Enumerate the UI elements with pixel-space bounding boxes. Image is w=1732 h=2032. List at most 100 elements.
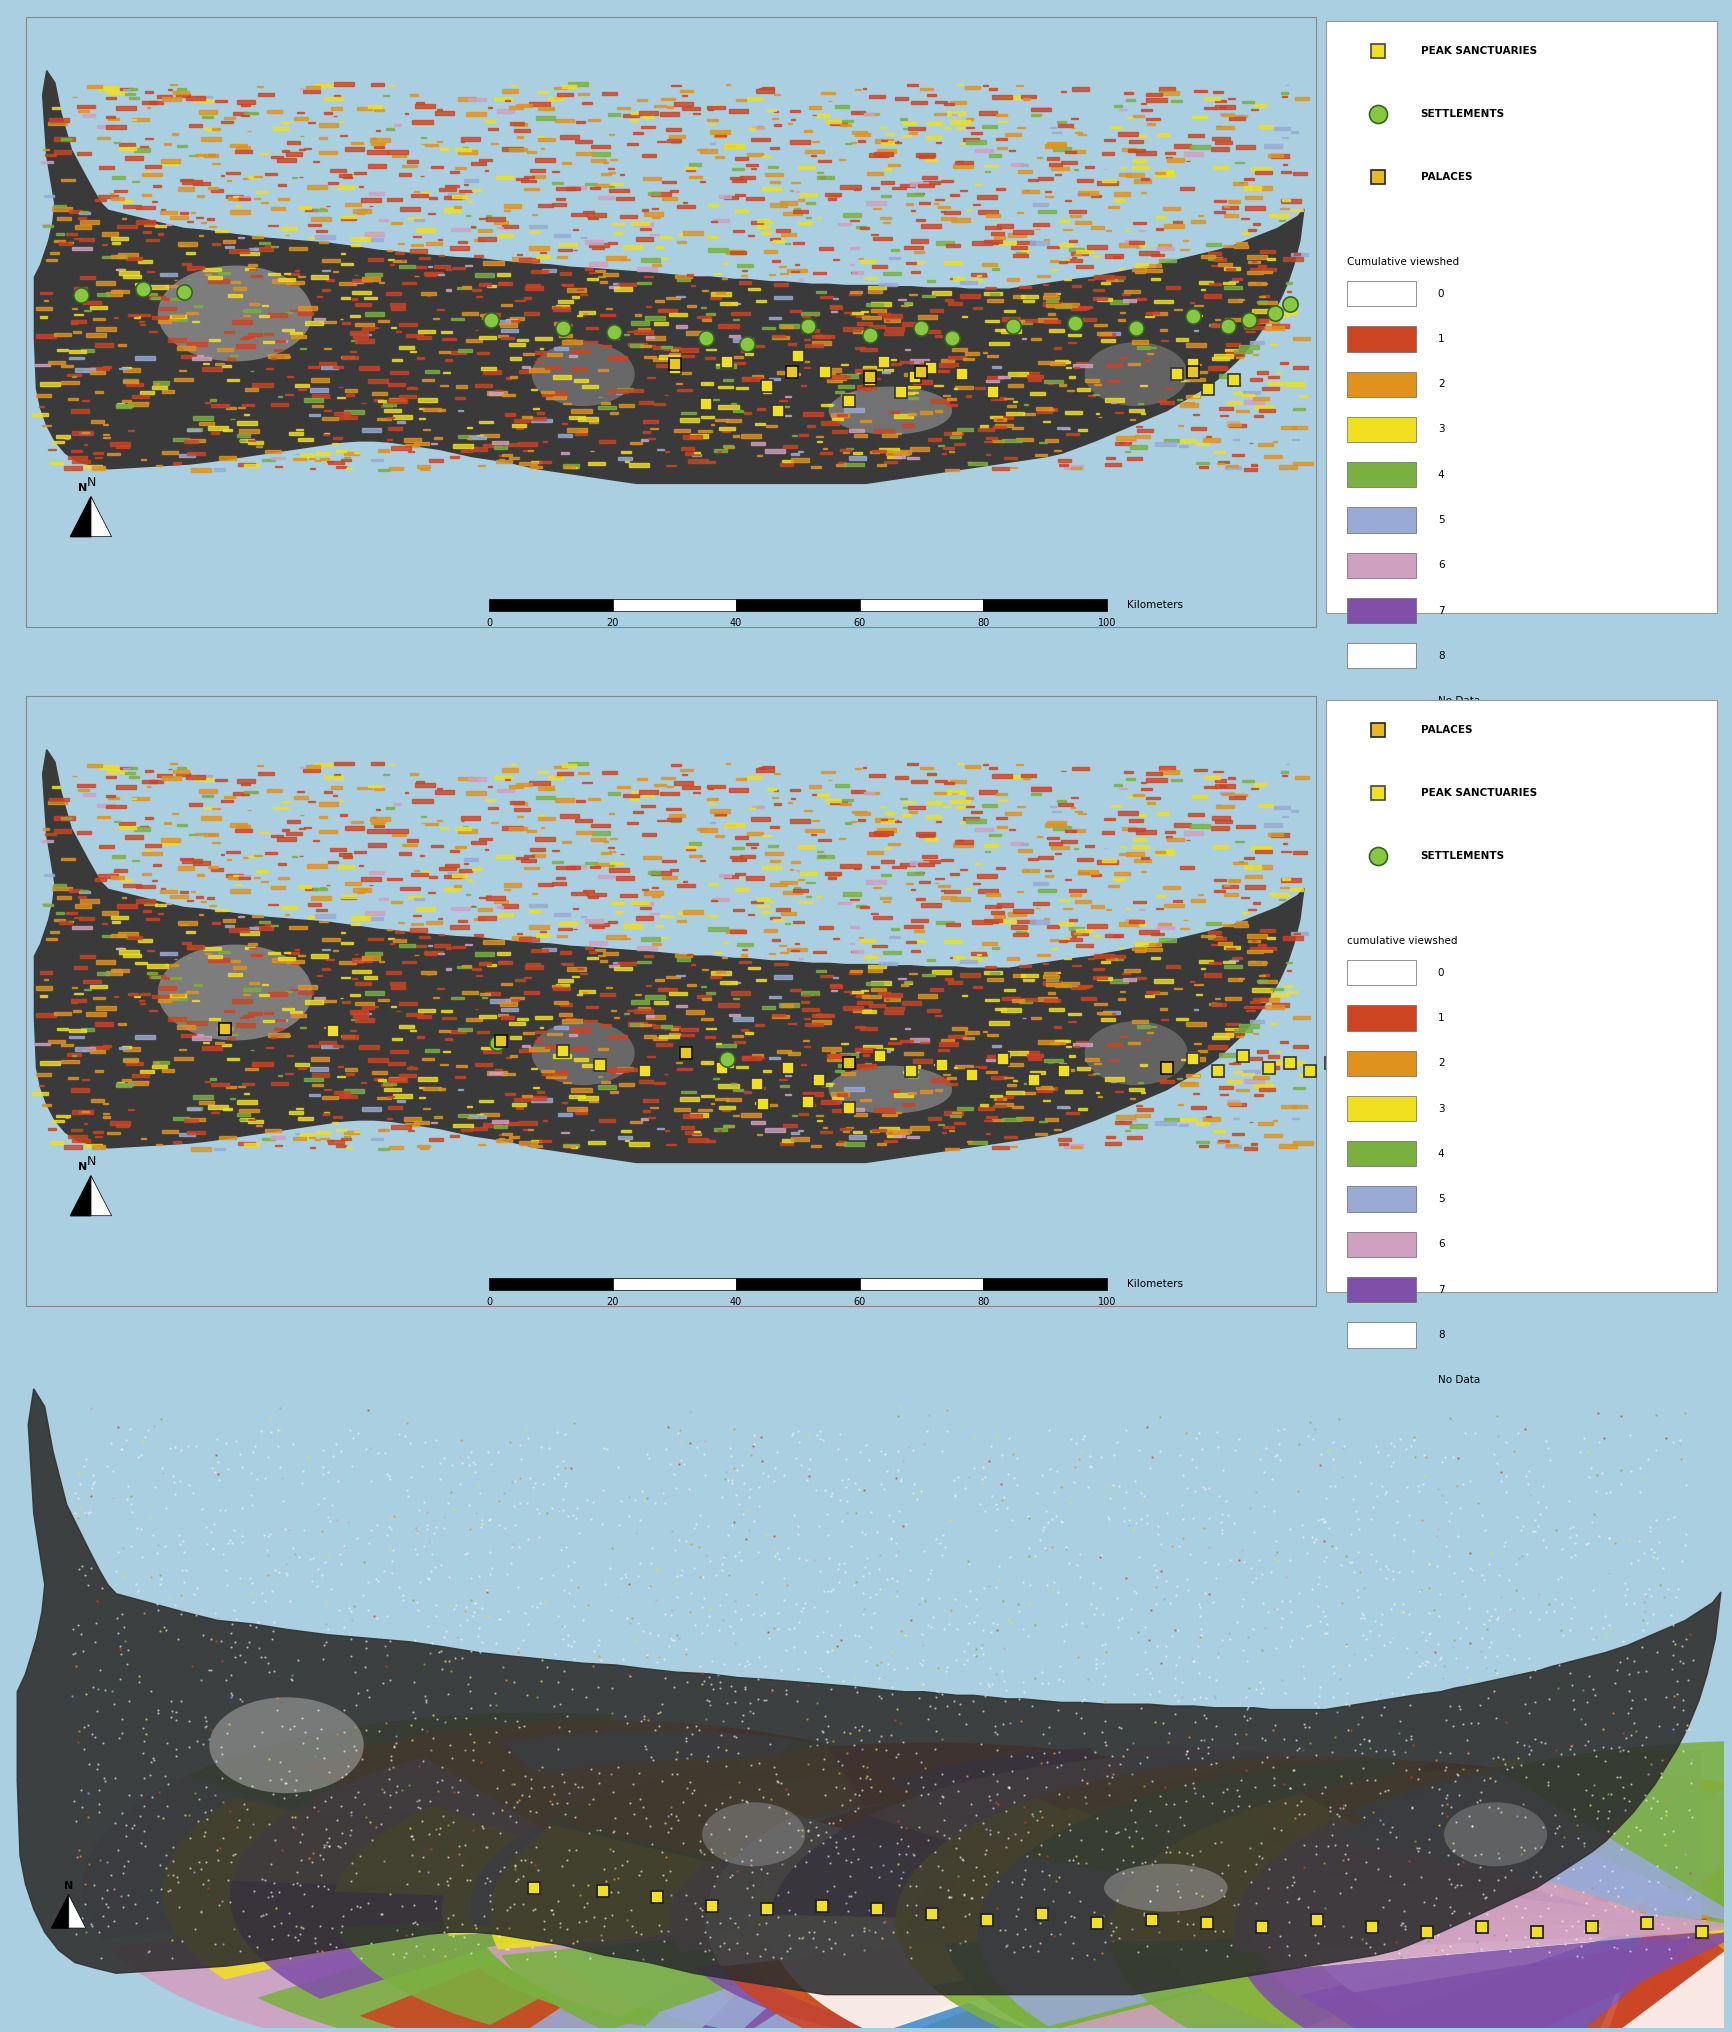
Text: 0: 0 — [1438, 967, 1443, 977]
Polygon shape — [1218, 406, 1231, 410]
Polygon shape — [1209, 1004, 1221, 1006]
Polygon shape — [1273, 126, 1289, 130]
Polygon shape — [608, 1036, 627, 1038]
Polygon shape — [1268, 376, 1278, 378]
Polygon shape — [682, 435, 701, 439]
Wedge shape — [987, 1855, 1304, 1926]
Polygon shape — [281, 906, 296, 910]
Polygon shape — [390, 1146, 404, 1148]
Polygon shape — [187, 1107, 199, 1109]
Polygon shape — [894, 1093, 913, 1097]
Polygon shape — [365, 912, 383, 914]
Polygon shape — [1292, 461, 1313, 465]
Wedge shape — [1316, 1920, 1673, 2032]
Wedge shape — [1443, 1741, 1732, 1926]
Polygon shape — [367, 106, 381, 108]
Polygon shape — [1294, 776, 1308, 778]
Polygon shape — [606, 256, 625, 260]
Polygon shape — [391, 833, 405, 837]
Text: SETTLEMENTS: SETTLEMENTS — [1420, 110, 1503, 120]
Polygon shape — [203, 368, 222, 372]
Polygon shape — [589, 244, 610, 248]
Polygon shape — [402, 961, 416, 963]
Polygon shape — [1057, 124, 1072, 126]
Polygon shape — [426, 242, 442, 246]
Polygon shape — [210, 1018, 220, 1020]
Polygon shape — [681, 1091, 695, 1093]
Bar — [1346, 1142, 1415, 1166]
Polygon shape — [1280, 199, 1299, 203]
Wedge shape — [1590, 1798, 1732, 1926]
Polygon shape — [918, 315, 937, 319]
Polygon shape — [1254, 849, 1271, 853]
Polygon shape — [478, 837, 492, 839]
Polygon shape — [1278, 465, 1297, 469]
Polygon shape — [1018, 321, 1032, 323]
Text: N: N — [87, 1154, 95, 1168]
Polygon shape — [968, 1140, 987, 1144]
Polygon shape — [1179, 1083, 1197, 1085]
Polygon shape — [700, 829, 717, 831]
Polygon shape — [653, 1026, 667, 1028]
Polygon shape — [818, 248, 833, 250]
Polygon shape — [559, 1004, 572, 1006]
Polygon shape — [242, 988, 260, 992]
Polygon shape — [970, 272, 986, 276]
Polygon shape — [523, 866, 539, 870]
Polygon shape — [658, 988, 669, 990]
Polygon shape — [438, 866, 456, 870]
Polygon shape — [1166, 965, 1179, 969]
Polygon shape — [192, 862, 210, 864]
Polygon shape — [388, 427, 402, 429]
Polygon shape — [828, 874, 838, 876]
Polygon shape — [487, 1071, 507, 1075]
Polygon shape — [1211, 1004, 1226, 1006]
Polygon shape — [1134, 943, 1154, 947]
Polygon shape — [1271, 892, 1289, 896]
Polygon shape — [556, 187, 575, 191]
Polygon shape — [868, 774, 885, 778]
Polygon shape — [578, 772, 589, 774]
Polygon shape — [475, 951, 494, 955]
Wedge shape — [823, 1770, 1077, 1906]
Polygon shape — [120, 766, 132, 770]
Wedge shape — [882, 1920, 1159, 2032]
Polygon shape — [438, 187, 456, 191]
Polygon shape — [73, 927, 92, 929]
Polygon shape — [248, 1120, 263, 1124]
Polygon shape — [1032, 203, 1048, 205]
Ellipse shape — [701, 1802, 805, 1865]
Wedge shape — [738, 1910, 1062, 2032]
Polygon shape — [992, 96, 1011, 100]
Wedge shape — [1590, 1819, 1732, 1926]
Polygon shape — [71, 321, 87, 323]
Polygon shape — [407, 839, 417, 841]
Wedge shape — [769, 1924, 1207, 2032]
Bar — [1346, 417, 1415, 443]
Polygon shape — [1292, 337, 1309, 339]
Polygon shape — [412, 120, 433, 124]
Bar — [1346, 1006, 1415, 1030]
Polygon shape — [175, 772, 191, 776]
Bar — [1346, 597, 1415, 624]
Polygon shape — [409, 250, 426, 252]
Polygon shape — [878, 447, 897, 451]
Polygon shape — [1218, 1087, 1231, 1089]
Polygon shape — [840, 392, 854, 396]
Polygon shape — [145, 165, 161, 169]
Polygon shape — [1185, 1075, 1199, 1077]
Polygon shape — [1228, 299, 1242, 303]
Polygon shape — [95, 878, 106, 880]
Polygon shape — [883, 319, 901, 321]
Polygon shape — [641, 937, 660, 941]
Polygon shape — [859, 939, 875, 943]
Polygon shape — [312, 1083, 322, 1085]
Polygon shape — [986, 437, 996, 439]
Polygon shape — [1225, 1028, 1237, 1030]
Polygon shape — [570, 185, 585, 189]
Polygon shape — [149, 102, 163, 104]
Bar — [1346, 1187, 1415, 1211]
Polygon shape — [452, 945, 466, 949]
Polygon shape — [177, 345, 194, 350]
Polygon shape — [883, 272, 901, 274]
